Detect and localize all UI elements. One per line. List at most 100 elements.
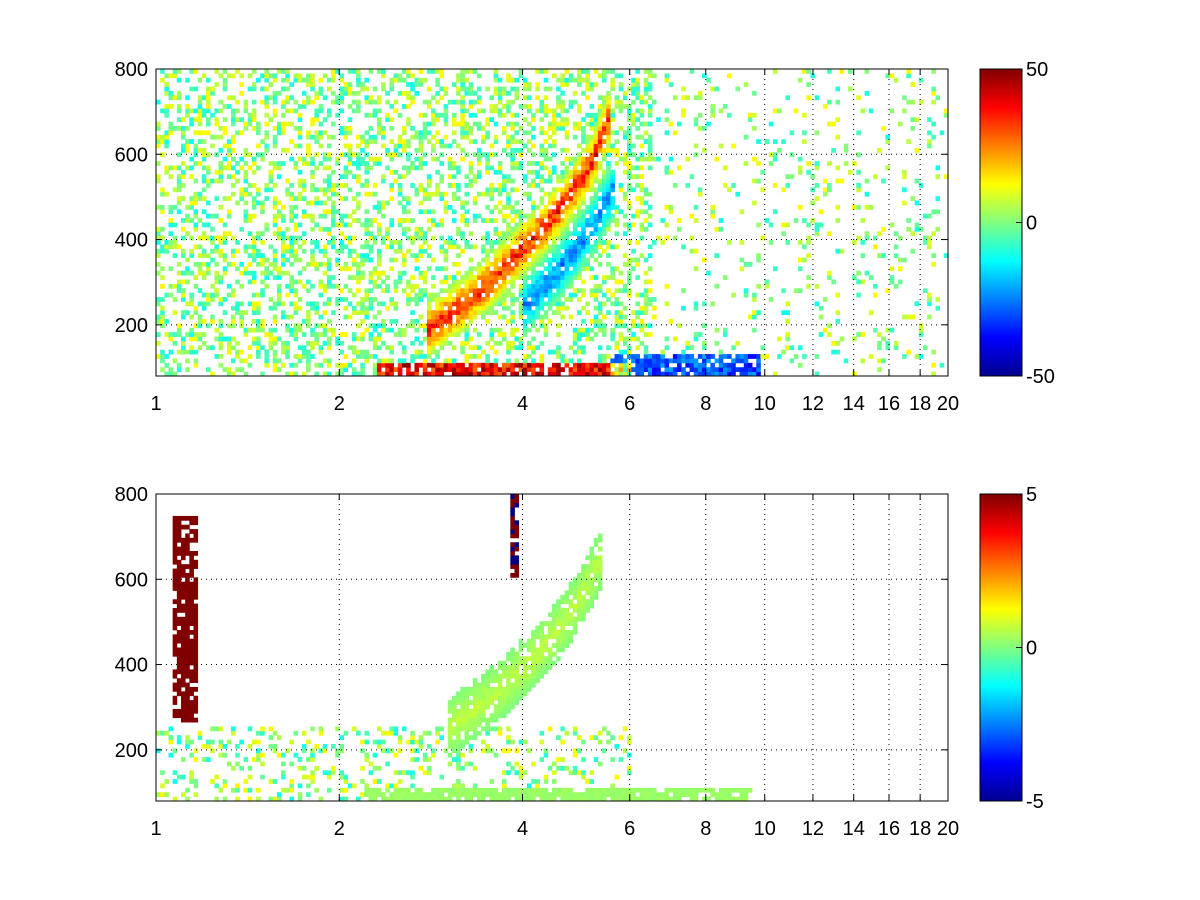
heatmap-cell: [451, 301, 457, 307]
heatmap-cell: [614, 130, 620, 136]
heatmap-cell: [518, 209, 524, 215]
heatmap-cell: [472, 301, 478, 307]
heatmap-cell: [476, 288, 482, 294]
heatmap-cell: [531, 204, 536, 210]
heatmap-cell: [526, 213, 532, 219]
heatmap-cell: [218, 134, 224, 140]
heatmap-cell: [564, 178, 570, 184]
heatmap-cell: [656, 117, 661, 123]
heatmap-cell: [201, 757, 207, 762]
heatmap-cell: [197, 244, 203, 250]
heatmap-cell: [593, 69, 599, 74]
heatmap-cell: [547, 209, 553, 215]
heatmap-cell: [385, 112, 390, 118]
heatmap-cell: [927, 244, 932, 250]
heatmap-cell: [260, 318, 265, 324]
heatmap-cell: [814, 183, 820, 188]
heatmap-cell: [272, 248, 278, 254]
heatmap-cell: [531, 126, 536, 131]
heatmap-cell: [181, 621, 186, 626]
heatmap-cell: [447, 730, 453, 736]
heatmap-cell: [539, 354, 545, 359]
heatmap-cell: [564, 244, 570, 250]
heatmap-cell: [406, 152, 411, 158]
heatmap-cell: [189, 253, 194, 258]
heatmap-cell: [206, 104, 211, 109]
heatmap-cell: [189, 564, 194, 569]
heatmap-cell: [685, 156, 690, 162]
heatmap-cell: [810, 218, 816, 223]
heatmap-cell: [839, 336, 845, 342]
heatmap-cell: [697, 191, 703, 197]
heatmap-cell: [443, 121, 449, 127]
heatmap-cell: [360, 332, 365, 337]
heatmap-cell: [185, 660, 190, 666]
heatmap-cell: [376, 779, 382, 784]
heatmap-cell: [251, 310, 257, 315]
heatmap-cell: [193, 533, 199, 539]
heatmap-cell: [564, 222, 570, 228]
heatmap-cell: [501, 213, 507, 219]
heatmap-cell: [235, 169, 240, 175]
heatmap-cell: [581, 345, 586, 351]
heatmap-cell: [318, 90, 324, 96]
heatmap-cell: [526, 301, 532, 307]
heatmap-cell: [289, 121, 294, 127]
heatmap-cell: [510, 345, 515, 351]
heatmap-cell: [927, 235, 932, 241]
heatmap-cell: [577, 183, 582, 188]
heatmap-cell: [660, 362, 665, 368]
heatmap-cell: [260, 752, 265, 758]
heatmap-cell: [693, 301, 699, 307]
heatmap-cell: [693, 143, 699, 149]
heatmap-cell: [585, 156, 590, 162]
heatmap-cell: [331, 191, 336, 197]
heatmap-cell: [443, 275, 449, 280]
heatmap-cell: [364, 787, 369, 793]
heatmap-cell: [381, 301, 386, 307]
heatmap-cell: [451, 743, 457, 749]
heatmap-cell: [506, 108, 511, 114]
heatmap-cell: [614, 222, 620, 228]
heatmap-cell: [401, 165, 407, 171]
heatmap-cell: [331, 222, 336, 228]
heatmap-cell: [472, 244, 478, 250]
heatmap-cell: [568, 240, 574, 245]
heatmap-cell: [618, 310, 624, 315]
heatmap-cell: [693, 367, 699, 373]
heatmap-cell: [410, 134, 415, 140]
heatmap-cell: [501, 362, 507, 368]
heatmap-cell: [156, 121, 161, 127]
heatmap-cell: [547, 367, 553, 373]
heatmap-cell: [877, 345, 882, 351]
heatmap-cell: [397, 779, 403, 784]
heatmap-cell: [931, 90, 936, 96]
heatmap-cell: [547, 200, 553, 206]
heatmap-cell: [531, 283, 536, 289]
heatmap-cell: [406, 95, 411, 101]
heatmap-cell: [597, 139, 603, 144]
heatmap-cell: [226, 147, 232, 153]
heatmap-cell: [189, 660, 194, 666]
heatmap-cell: [372, 336, 378, 342]
heatmap-cell: [585, 240, 590, 245]
heatmap-cell: [172, 599, 178, 605]
heatmap-cell: [472, 292, 478, 298]
heatmap-cell: [285, 349, 290, 355]
heatmap-cell: [376, 126, 382, 131]
heatmap-cell: [264, 187, 269, 193]
heatmap-cell: [627, 139, 632, 144]
heatmap-cell: [643, 200, 649, 206]
heatmap-cell: [572, 253, 578, 258]
heatmap-cell: [506, 226, 511, 232]
heatmap-cell: [460, 204, 465, 210]
heatmap-cell: [189, 121, 194, 127]
heatmap-cell: [835, 310, 841, 315]
heatmap-cell: [802, 112, 807, 118]
heatmap-cell: [368, 770, 374, 776]
heatmap-cell: [243, 358, 249, 364]
heatmap-cell: [185, 704, 190, 710]
heatmap-cell: [735, 367, 740, 373]
heatmap-cell: [468, 130, 474, 136]
heatmap-cell: [585, 327, 590, 333]
